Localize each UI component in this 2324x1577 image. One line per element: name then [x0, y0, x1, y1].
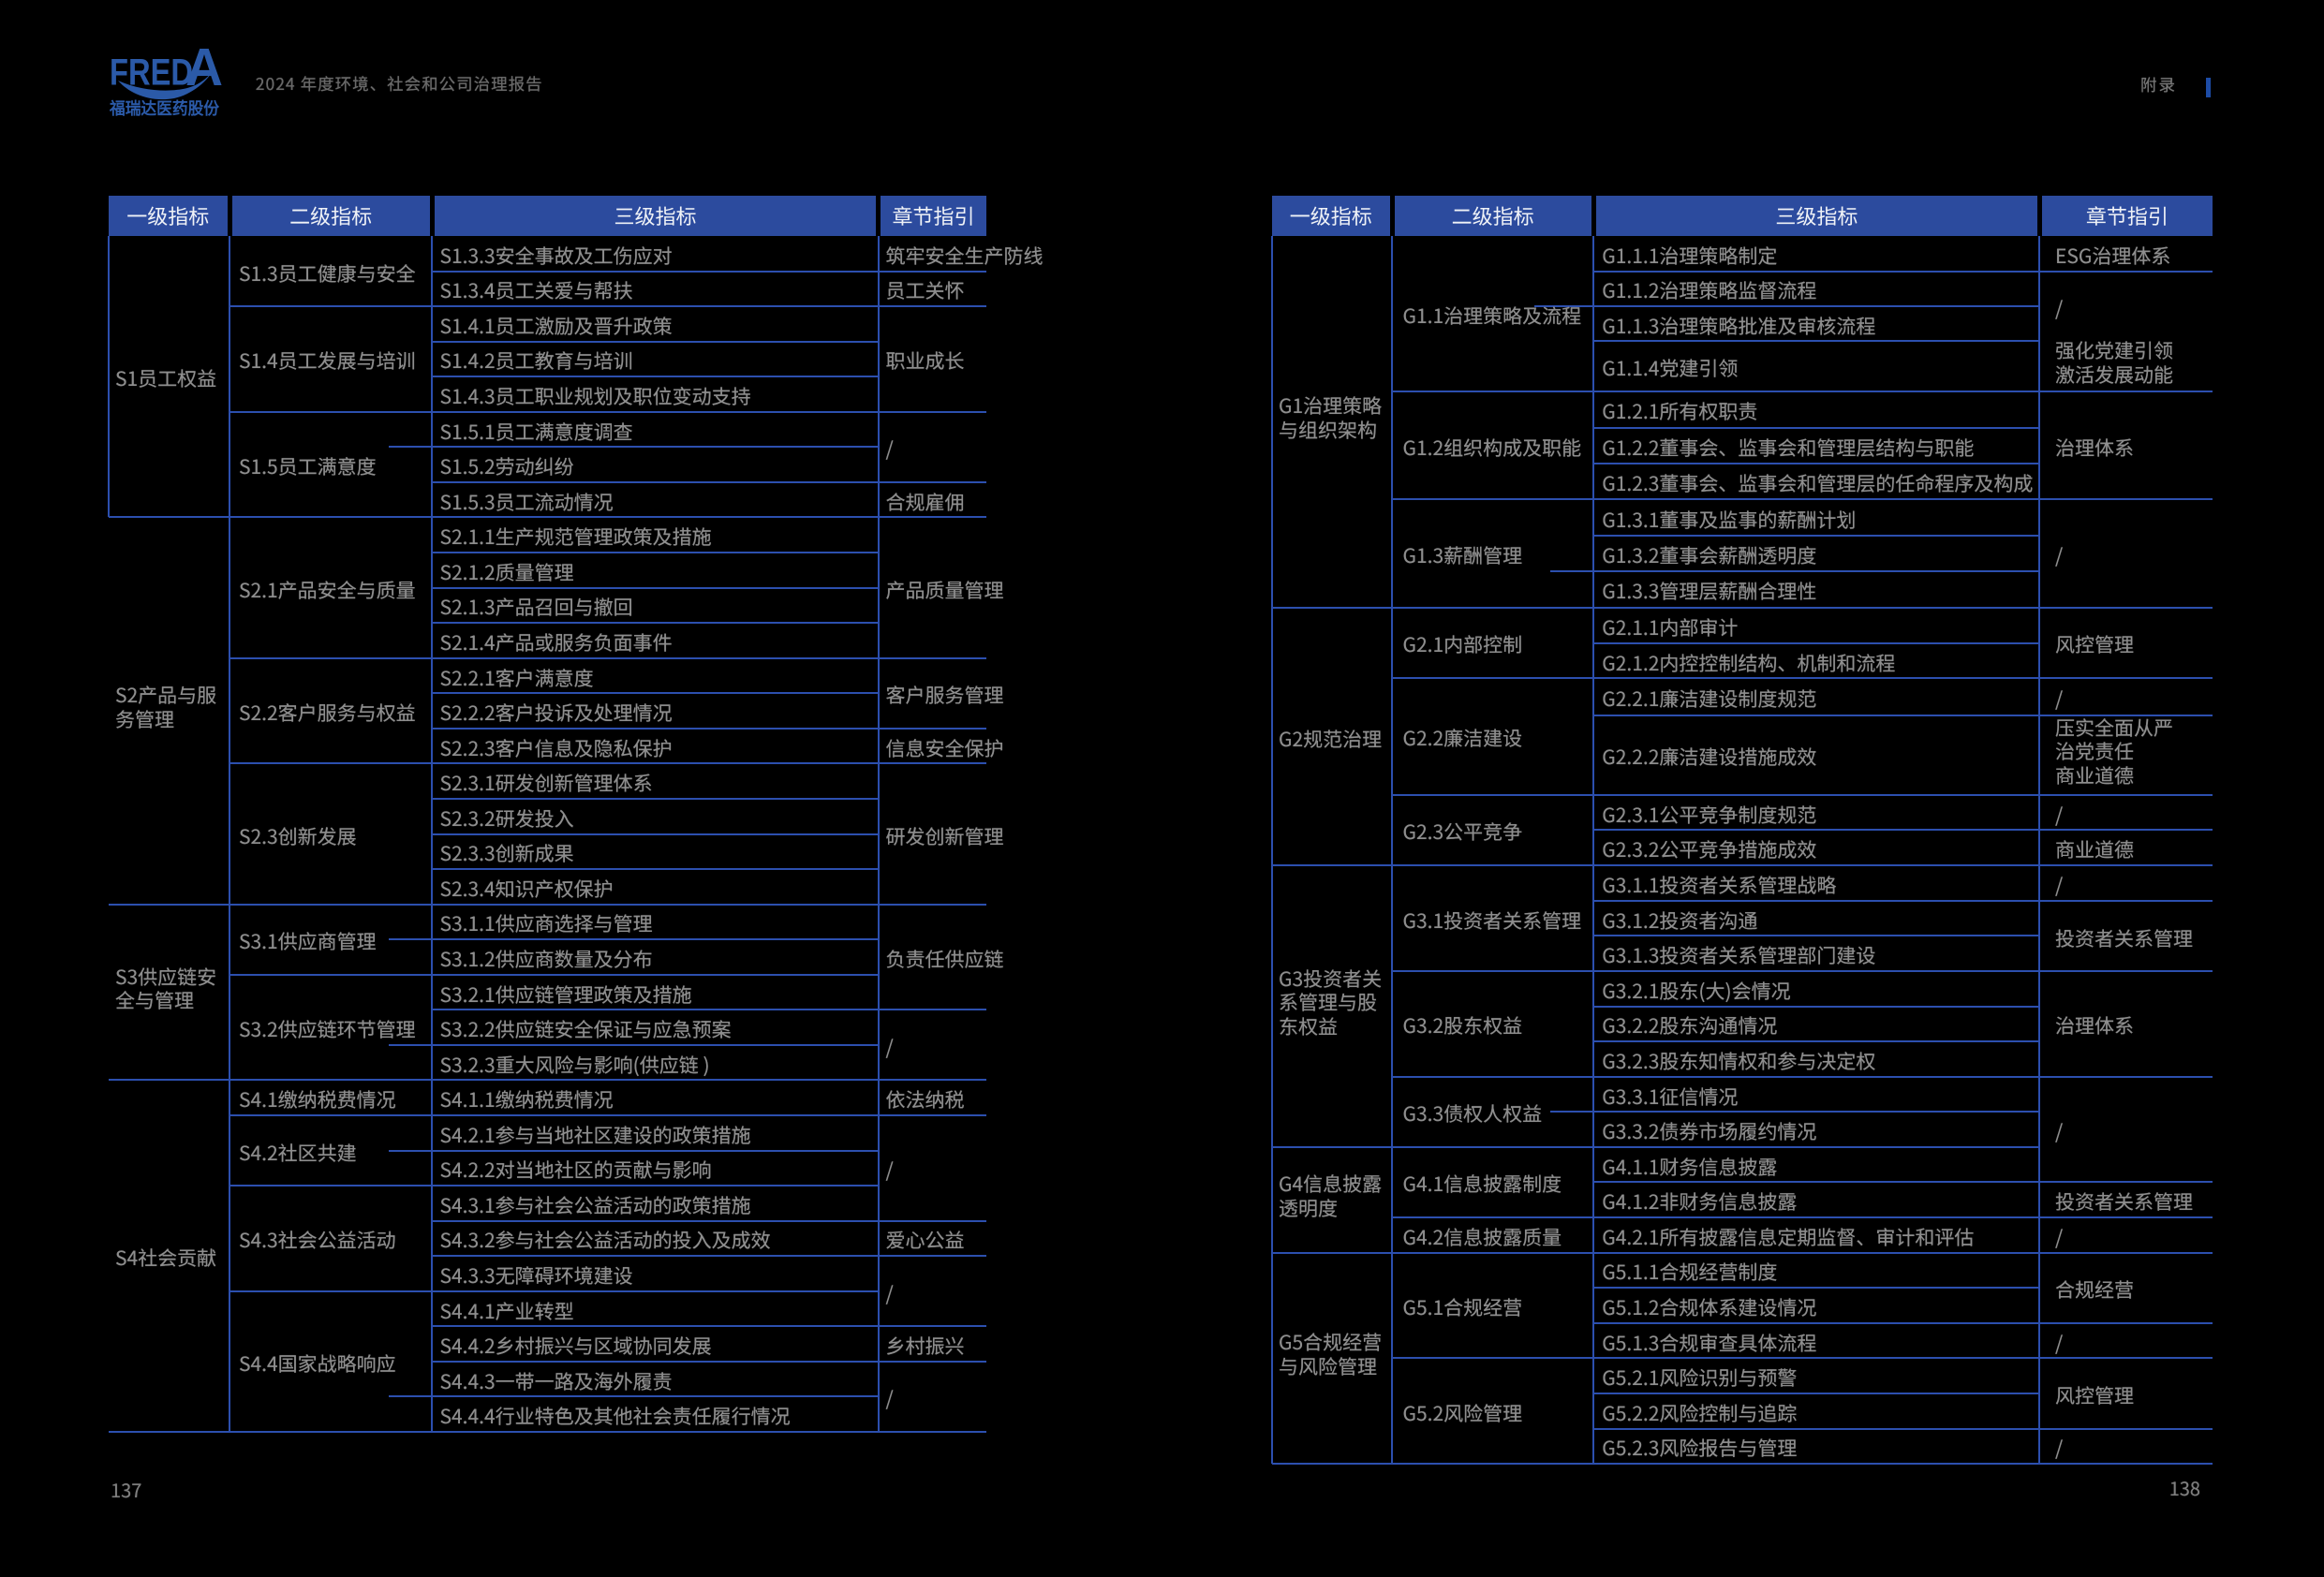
svg-text:福瑞达医药股份: 福瑞达医药股份: [109, 96, 220, 120]
svg-text:FRED: FRED: [110, 52, 193, 93]
